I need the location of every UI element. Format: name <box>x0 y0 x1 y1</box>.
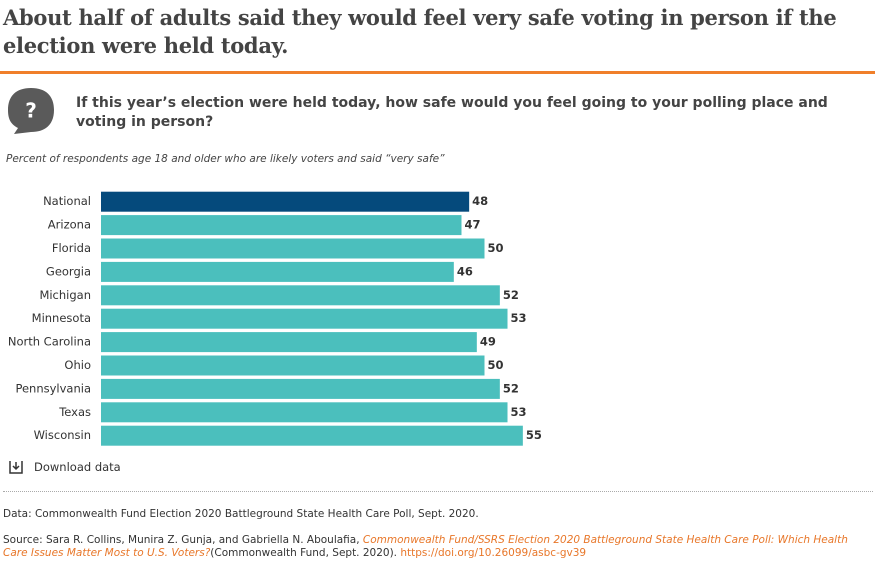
bar <box>101 425 523 446</box>
source-authors: Source: Sara R. Collins, Munira Z. Gunja… <box>3 534 360 546</box>
chart-subtitle: Percent of respondents age 18 and older … <box>6 153 445 165</box>
question: If this year’s election were held today,… <box>76 95 828 130</box>
y-tick-label: Georgia <box>46 264 91 278</box>
y-tick-label: Wisconsin <box>34 428 91 442</box>
value-label: 52 <box>503 381 519 395</box>
y-tick-label: North Carolina <box>8 335 91 349</box>
divider <box>0 71 875 74</box>
y-tick-label: Ohio <box>64 358 91 372</box>
value-label: 48 <box>472 194 488 208</box>
y-tick-label: Pennsylvania <box>15 381 91 395</box>
y-tick-label: National <box>43 194 91 208</box>
y-tick-label: Minnesota <box>32 311 91 325</box>
bar <box>101 402 508 423</box>
value-label: 52 <box>503 288 519 302</box>
value-label: 46 <box>457 264 473 278</box>
value-label: 49 <box>480 335 496 349</box>
y-tick-label: Michigan <box>39 288 91 302</box>
source-report[interactable]: Commonwealth Fund/SSRS Election 2020 Bat… <box>3 534 848 559</box>
y-tick-label: Arizona <box>48 218 91 232</box>
value-label: 53 <box>511 405 527 419</box>
y-tick-label: Texas <box>58 405 91 419</box>
data-note: Data: Commonwealth Fund Election 2020 Ba… <box>3 508 479 520</box>
value-label: 53 <box>511 311 527 325</box>
title: About half of adults said they would fee… <box>3 5 837 58</box>
bar <box>101 261 454 282</box>
value-label: 47 <box>464 218 480 232</box>
source-doi[interactable]: https://doi.org/10.26099/asbc-gv39 <box>400 547 587 559</box>
svg-text:?: ? <box>25 99 37 123</box>
bar <box>101 191 470 212</box>
value-label: 50 <box>488 358 504 372</box>
bar <box>101 378 500 399</box>
source: Source: Sara R. Collins, Munira Z. Gunja… <box>3 534 873 560</box>
bar <box>101 332 477 353</box>
dotted-divider <box>3 491 873 492</box>
download-text[interactable]: Download data <box>34 460 121 474</box>
question-icon: ? <box>8 88 54 134</box>
bar <box>101 308 508 329</box>
y-tick-label: Florida <box>52 241 91 255</box>
bar <box>101 238 485 259</box>
source-publisher: (Commonwealth Fund, Sept. 2020). <box>210 547 398 559</box>
value-label: 55 <box>526 428 542 442</box>
value-label: 50 <box>488 241 504 255</box>
download-icon <box>9 461 23 474</box>
bar <box>101 285 500 306</box>
bar <box>101 355 485 376</box>
bar <box>101 215 462 236</box>
download-link[interactable]: Download data <box>8 459 121 475</box>
chart: National 48 Arizona 47 Florida 50 Georgia 46 Mic… <box>8 191 542 446</box>
